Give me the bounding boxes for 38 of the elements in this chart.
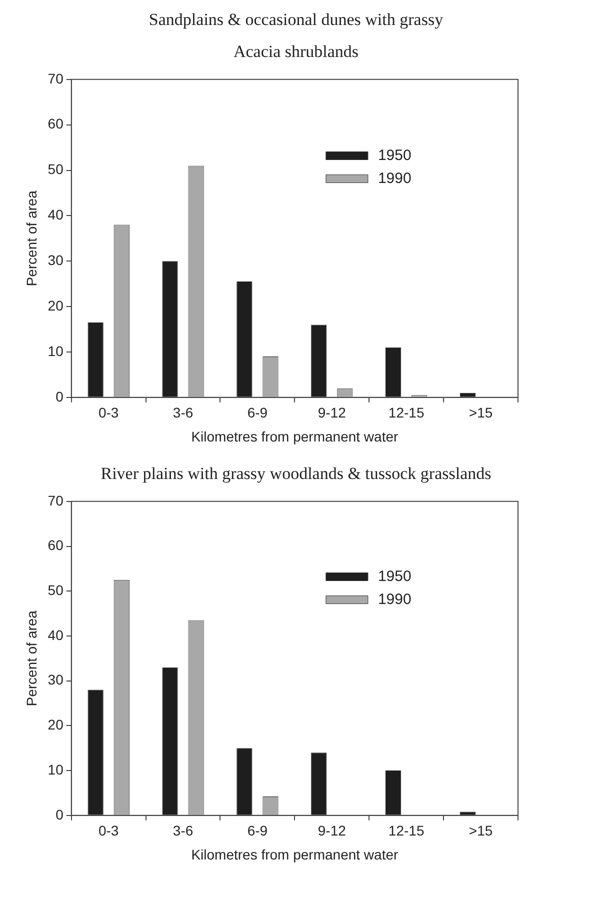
chart-title: River plains with grassy woodlands & tussock grasslands: [100, 463, 492, 485]
y-tick-label: 60: [48, 116, 64, 132]
x-tick-label: 0-3: [98, 822, 119, 839]
x-tick-label: 6-9: [247, 404, 268, 421]
y-tick-label: 20: [48, 716, 64, 733]
y-tick-label: 10: [48, 342, 64, 359]
x-axis-title: Kilometres from permanent water: [191, 428, 399, 444]
y-tick-label: 10: [48, 761, 64, 778]
y-tick-label: 0: [56, 806, 64, 822]
y-tick-label: 50: [48, 161, 64, 178]
y-tick-label: 60: [48, 537, 64, 554]
x-tick-label: 9-12: [318, 404, 346, 421]
legend-label: 1950: [378, 568, 412, 585]
y-tick-label: 50: [48, 582, 64, 598]
x-tick-label: 3-6: [172, 822, 194, 839]
legend-label: 1950: [378, 146, 412, 164]
y-tick-label: 70: [48, 70, 64, 86]
y-tick-label: 70: [48, 492, 64, 508]
x-tick-label: >15: [468, 404, 493, 421]
y-tick-label: 30: [48, 672, 64, 688]
legend-label: 1990: [378, 590, 412, 608]
chart-title: Sandplains & occasional dunes with grassy Acacia shrublands: [148, 9, 444, 63]
x-tick-label: 12-15: [388, 404, 424, 421]
y-tick-label: 40: [48, 626, 64, 643]
x-tick-label: 0-3: [98, 404, 119, 421]
y-tick-label: 20: [48, 297, 64, 314]
y-tick-label: 0: [56, 388, 64, 404]
legend-label: 1990: [378, 170, 412, 187]
x-tick-label: 3-6: [172, 404, 194, 421]
x-axis-title: Kilometres from permanent water: [191, 846, 399, 862]
y-tick-label: 40: [48, 206, 64, 223]
x-tick-label: 12-15: [388, 822, 424, 839]
y-axis-title: Percent of area: [23, 190, 40, 286]
x-tick-label: 6-9: [247, 822, 268, 839]
y-tick-label: 30: [48, 252, 64, 268]
x-tick-label: >15: [468, 822, 493, 839]
x-tick-label: 9-12: [318, 822, 346, 839]
y-axis-title: Percent of area: [23, 610, 40, 706]
